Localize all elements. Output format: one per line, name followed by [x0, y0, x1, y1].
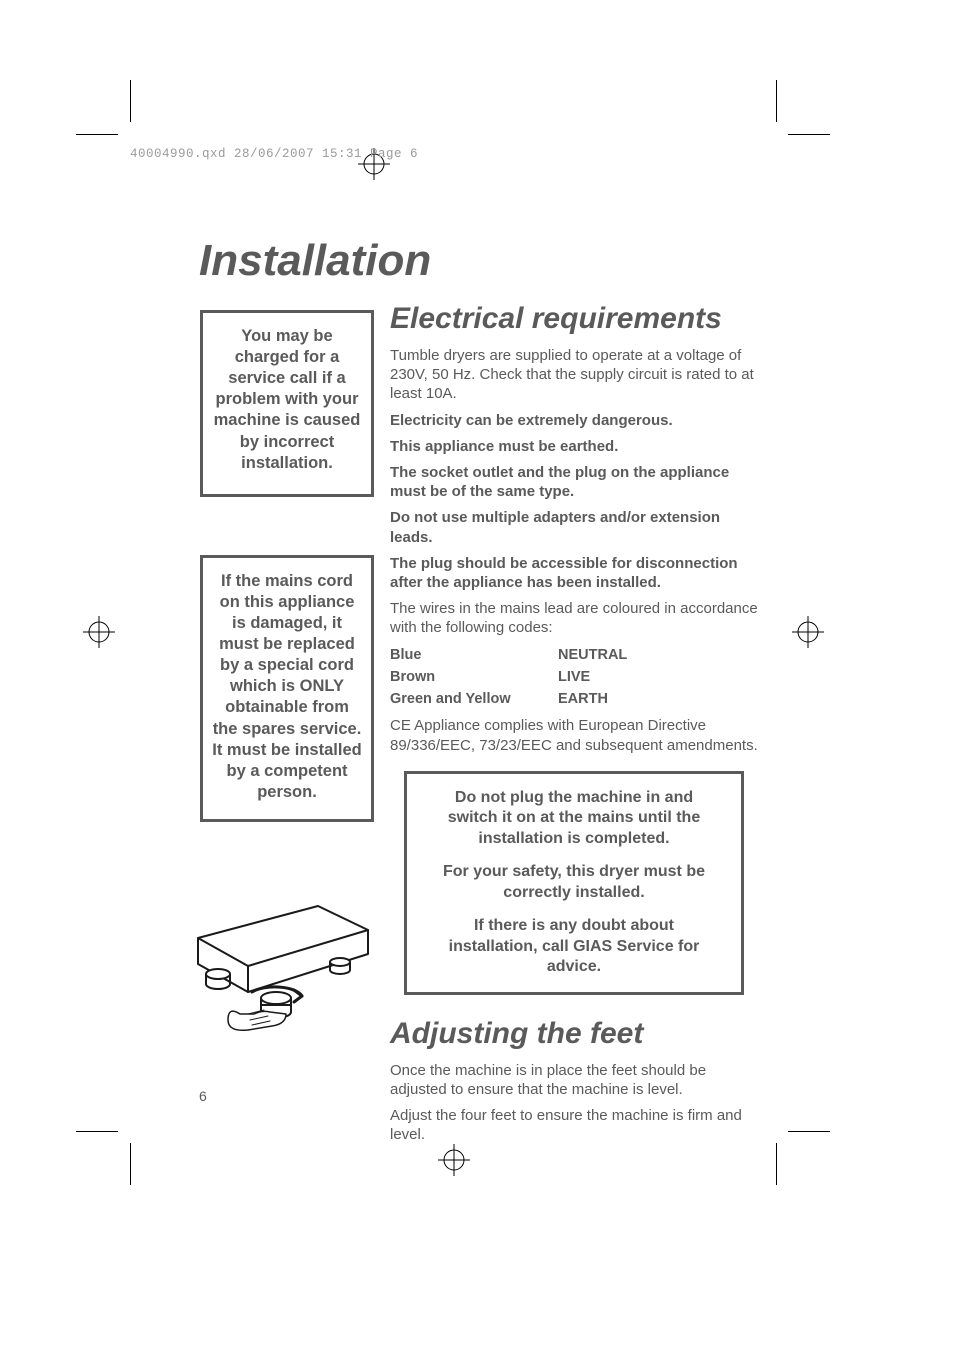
registration-mark-icon — [83, 616, 115, 648]
body-text: CE Appliance complies with European Dire… — [390, 716, 758, 754]
crop-mark — [76, 134, 118, 135]
crop-mark — [130, 1143, 131, 1185]
safety-text: If there is any doubt about installation… — [429, 916, 719, 977]
warning-text: Do not use multiple adapters and/or exte… — [390, 508, 758, 546]
wire-colour-table: Blue NEUTRAL Brown LIVE Green and Yellow… — [390, 644, 627, 710]
crop-mark — [776, 1143, 777, 1185]
wire-colour: Brown — [390, 666, 558, 688]
wire-meaning: EARTH — [558, 688, 627, 710]
wire-colour: Blue — [390, 644, 558, 666]
body-text: The wires in the mains lead are coloured… — [390, 599, 758, 637]
warning-callout-service-charge: You may be charged for a service call if… — [200, 310, 374, 497]
body-text: Once the machine is in place the feet sh… — [390, 1061, 758, 1099]
table-row: Brown LIVE — [390, 666, 627, 688]
body-text: Adjust the four feet to ensure the machi… — [390, 1106, 758, 1144]
wire-meaning: NEUTRAL — [558, 644, 627, 666]
safety-callout-box: Do not plug the machine in and switch it… — [404, 771, 744, 995]
warning-text: The plug should be accessible for discon… — [390, 554, 758, 592]
crop-mark — [76, 1131, 118, 1132]
section-heading-feet: Adjusting the feet — [390, 1017, 758, 1051]
warning-text: The socket outlet and the plug on the ap… — [390, 463, 758, 501]
crop-mark — [788, 1131, 830, 1132]
registration-mark-icon — [792, 616, 824, 648]
crop-mark — [776, 80, 777, 122]
body-text: Tumble dryers are supplied to operate at… — [390, 346, 758, 404]
safety-text: For your safety, this dryer must be corr… — [429, 862, 719, 903]
wire-meaning: LIVE — [558, 666, 627, 688]
crop-mark — [788, 134, 830, 135]
safety-text: Do not plug the machine in and switch it… — [429, 788, 719, 849]
wire-colour: Green and Yellow — [390, 688, 558, 710]
crop-mark — [130, 80, 131, 122]
page-title: Installation — [199, 236, 431, 286]
adjusting-feet-illustration — [190, 894, 372, 1034]
table-row: Green and Yellow EARTH — [390, 688, 627, 710]
warning-text: This appliance must be earthed. — [390, 437, 758, 456]
table-row: Blue NEUTRAL — [390, 644, 627, 666]
page-number: 6 — [199, 1088, 207, 1104]
section-heading-electrical: Electrical requirements — [390, 302, 758, 336]
warning-text: Electricity can be extremely dangerous. — [390, 411, 758, 430]
warning-callout-mains-cord: If the mains cord on this appliance is d… — [200, 555, 374, 822]
